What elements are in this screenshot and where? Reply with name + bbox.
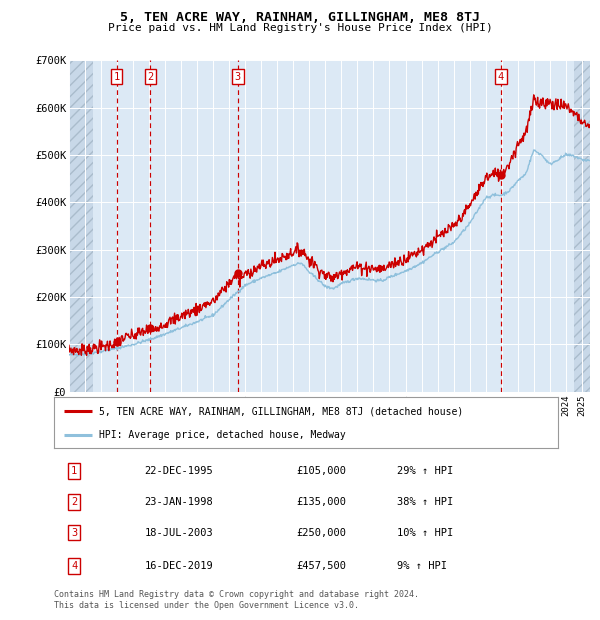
Text: 1: 1: [71, 466, 77, 476]
Text: Price paid vs. HM Land Registry's House Price Index (HPI): Price paid vs. HM Land Registry's House …: [107, 23, 493, 33]
Text: 5, TEN ACRE WAY, RAINHAM, GILLINGHAM, ME8 8TJ (detached house): 5, TEN ACRE WAY, RAINHAM, GILLINGHAM, ME…: [100, 406, 464, 416]
Text: 5, TEN ACRE WAY, RAINHAM, GILLINGHAM, ME8 8TJ: 5, TEN ACRE WAY, RAINHAM, GILLINGHAM, ME…: [120, 11, 480, 24]
Text: 16-DEC-2019: 16-DEC-2019: [145, 561, 214, 571]
Text: HPI: Average price, detached house, Medway: HPI: Average price, detached house, Medw…: [100, 430, 346, 440]
Text: 18-JUL-2003: 18-JUL-2003: [145, 528, 214, 538]
Text: 10% ↑ HPI: 10% ↑ HPI: [397, 528, 453, 538]
Text: 3: 3: [235, 72, 241, 82]
Text: 29% ↑ HPI: 29% ↑ HPI: [397, 466, 453, 476]
Text: Contains HM Land Registry data © Crown copyright and database right 2024.
This d: Contains HM Land Registry data © Crown c…: [54, 590, 419, 609]
Text: 22-DEC-1995: 22-DEC-1995: [145, 466, 214, 476]
Text: £250,000: £250,000: [296, 528, 346, 538]
Text: 38% ↑ HPI: 38% ↑ HPI: [397, 497, 453, 507]
Text: £135,000: £135,000: [296, 497, 346, 507]
Text: 2: 2: [147, 72, 154, 82]
Text: 23-JAN-1998: 23-JAN-1998: [145, 497, 214, 507]
Text: 2: 2: [71, 497, 77, 507]
Text: £105,000: £105,000: [296, 466, 346, 476]
Text: 4: 4: [71, 561, 77, 571]
Text: 9% ↑ HPI: 9% ↑ HPI: [397, 561, 447, 571]
Text: 1: 1: [113, 72, 120, 82]
Text: 4: 4: [498, 72, 504, 82]
Text: 3: 3: [71, 528, 77, 538]
Bar: [69, 60, 93, 392]
Bar: [574, 60, 590, 392]
Text: £457,500: £457,500: [296, 561, 346, 571]
